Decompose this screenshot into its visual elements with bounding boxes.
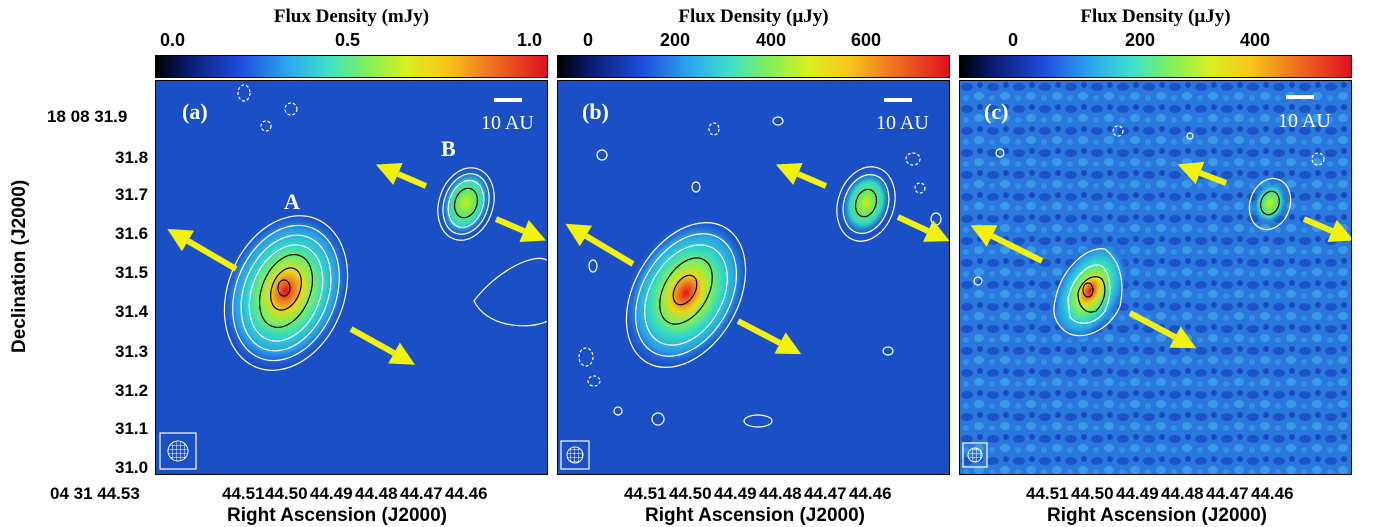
outflow-arrow [775, 162, 828, 189]
colorbar-tick: 0 [1008, 30, 1019, 50]
scale-label: 10 AU [481, 112, 534, 134]
x-tick: 44.51 [624, 484, 667, 503]
x-axis-title: Right Ascension (J2000) [1047, 505, 1267, 526]
outflow-arrow [736, 318, 802, 355]
colorbar-tick: 400 [1240, 30, 1271, 50]
panel-label: (b) [582, 99, 609, 124]
y-tick: 31.8 [115, 148, 149, 167]
outflow-arrow [1177, 161, 1228, 186]
outflow-arrow [494, 216, 547, 243]
colorbar-tick: 600 [851, 30, 882, 50]
scale-bar [884, 98, 912, 102]
y-tick: 31.0 [115, 458, 149, 477]
outflow-arrow [970, 225, 1044, 264]
x-tick: 44.48 [759, 484, 802, 503]
outflow-arrow [565, 223, 635, 267]
y-tick: 31.6 [115, 224, 149, 243]
y-tick: 31.3 [115, 342, 149, 361]
y-tick: 31.5 [115, 263, 149, 282]
scale-bar [1286, 95, 1314, 99]
beam-ellipse [566, 446, 584, 464]
colorbar-a [155, 55, 548, 78]
scale-label: 10 AU [1278, 110, 1331, 132]
outflow-arrow [375, 162, 428, 189]
image-panel-b: (b) 10 AU [557, 80, 950, 475]
colorbar-tick: 400 [756, 30, 787, 50]
colorbar-b [557, 55, 950, 78]
outflow-arrow [167, 228, 238, 272]
y-tick: 31.4 [115, 302, 149, 321]
panel-label: (a) [182, 99, 208, 124]
x-tick: 44.49 [1116, 484, 1159, 503]
source-label-a: A [284, 189, 300, 214]
x-tick: 44.47 [1206, 484, 1249, 503]
beam-ellipse [167, 440, 189, 462]
x-tick: 44.50 [669, 484, 712, 503]
colorbar-tick: 1.0 [517, 30, 543, 50]
x-tick: 44.50 [1071, 484, 1114, 503]
y-tick: 31.2 [115, 381, 149, 400]
x-tick: 44.46 [849, 484, 892, 503]
scale-bar [494, 98, 522, 102]
y-tick: 31.7 [115, 185, 149, 204]
scale-label: 10 AU [876, 112, 929, 134]
x-axis-title: Right Ascension (J2000) [645, 505, 865, 526]
x-tick: 44.48 [355, 484, 398, 503]
x-tick: 04 31 44.53 [50, 484, 140, 503]
beam-box [560, 440, 590, 470]
y-axis-title: Declination (J2000) [9, 179, 30, 353]
y-tick: 18 08 31.9 [47, 107, 128, 126]
source-label-b: B [441, 136, 456, 161]
colorbar-title-a: Flux Density (mJy) [273, 6, 430, 27]
colorbar-title-b: Flux Density (µJy) [678, 6, 829, 27]
outflow-arrow [349, 326, 415, 365]
outflow-arrow [896, 214, 949, 242]
colorbar-title-c: Flux Density (µJy) [1080, 6, 1231, 27]
x-tick: 44.46 [445, 484, 488, 503]
x-tick: 44.51 [222, 484, 265, 503]
beam-box [159, 432, 197, 470]
x-tick: 44.48 [1161, 484, 1204, 503]
beam-box [962, 442, 988, 468]
colorbar-tick: 0 [583, 30, 594, 50]
image-panel-c: (c) 10 AU [959, 80, 1352, 475]
y-tick: 31.1 [115, 419, 149, 438]
panel-label: (c) [984, 99, 1008, 124]
colorbar-tick: 0.0 [160, 30, 186, 50]
image-panel-a: (a) A B 10 AU [155, 80, 548, 475]
x-axis-title: Right Ascension (J2000) [227, 505, 447, 526]
colorbar-tick: 200 [660, 30, 691, 50]
outflow-arrow [1302, 216, 1351, 243]
colorbar-tick: 200 [1125, 30, 1156, 50]
x-tick: 44.51 [1026, 484, 1069, 503]
x-tick: 44.50 [265, 484, 308, 503]
x-tick: 44.49 [714, 484, 757, 503]
colorbar-c [959, 55, 1352, 78]
x-tick: 44.46 [1251, 484, 1294, 503]
beam-ellipse [967, 447, 983, 463]
x-tick: 44.49 [310, 484, 353, 503]
colorbar-tick: 0.5 [335, 30, 361, 50]
x-tick: 44.47 [400, 484, 443, 503]
outflow-arrow [1128, 310, 1197, 349]
x-tick: 44.47 [804, 484, 847, 503]
